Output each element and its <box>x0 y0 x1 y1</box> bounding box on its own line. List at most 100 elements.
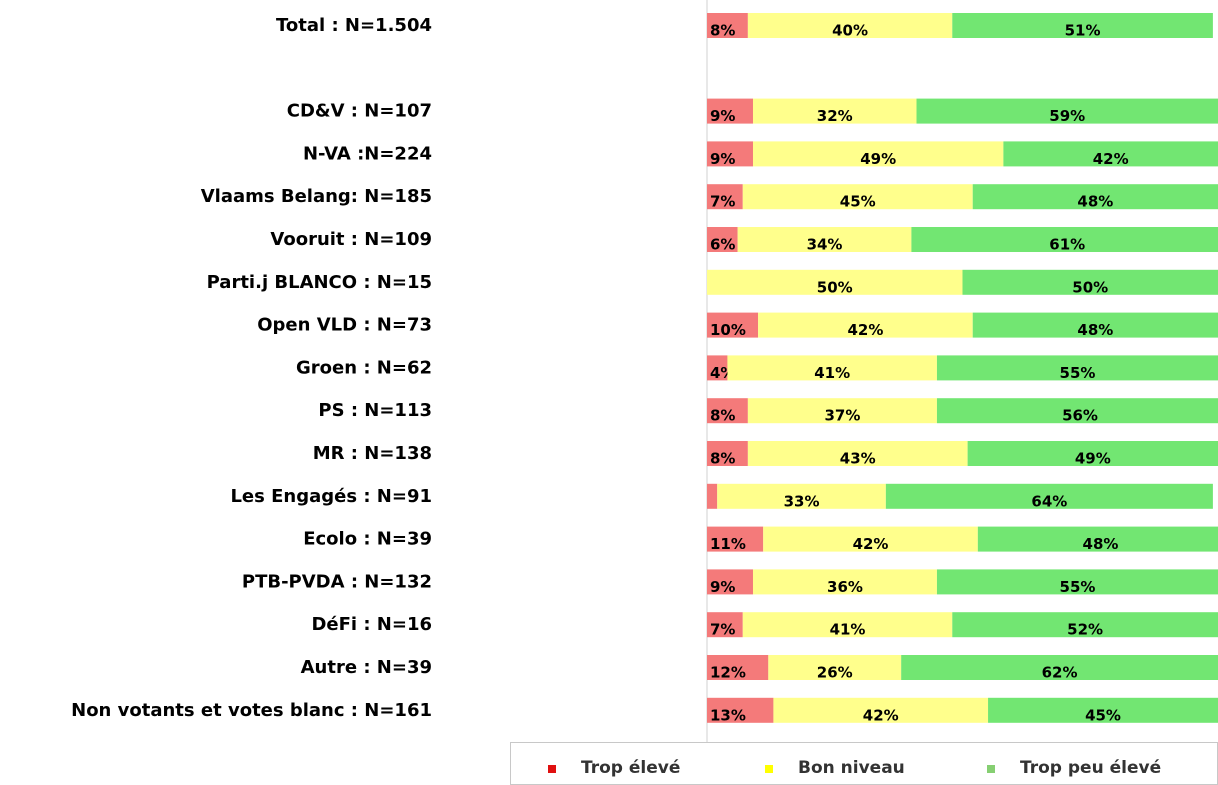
bar-segment <box>972 184 1218 210</box>
bar-segment <box>972 312 1218 338</box>
value-label: 12% <box>710 664 746 682</box>
category-label: Parti.j BLANCO : N=15 <box>207 272 432 293</box>
value-label: 48% <box>1083 535 1119 553</box>
bar-segment <box>901 655 1218 680</box>
value-label: 42% <box>847 321 883 339</box>
value-label: 11% <box>710 535 746 553</box>
bar-segment <box>952 612 1218 638</box>
value-label: 48% <box>1077 193 1113 211</box>
category-label: Groen : N=62 <box>296 357 432 378</box>
bar-segment <box>752 569 937 595</box>
bar-segment <box>885 483 1213 509</box>
bar-segment <box>747 13 953 38</box>
bar-segment <box>707 98 753 124</box>
value-label: 9% <box>710 150 735 168</box>
bar-segment <box>758 312 973 338</box>
bar-segment <box>707 141 753 167</box>
value-label: 51% <box>1065 22 1101 40</box>
bar-segment <box>747 398 937 424</box>
value-label: 36% <box>827 578 863 596</box>
bar-segment <box>707 398 748 424</box>
value-label: 45% <box>840 193 876 211</box>
bar-segment <box>707 655 769 680</box>
bar-segment <box>1003 141 1218 167</box>
category-label: Les Engagés : N=91 <box>230 486 432 507</box>
bar-segment <box>977 526 1218 552</box>
value-label: 61% <box>1049 236 1085 254</box>
value-label: 64% <box>1031 492 1067 510</box>
bar-segment <box>707 13 748 38</box>
value-label: 48% <box>1077 321 1113 339</box>
bar-segment <box>911 227 1218 252</box>
category-label: Ecolo : N=39 <box>303 529 432 550</box>
bar-segment <box>936 398 1218 424</box>
bar-segment <box>773 697 989 723</box>
category-label: DéFi : N=16 <box>311 614 432 635</box>
bar-segment <box>727 355 937 381</box>
value-label: 37% <box>824 407 860 425</box>
value-label: 8% <box>710 407 735 425</box>
bar-segment <box>717 483 886 509</box>
bar-segment <box>967 441 1218 466</box>
bar-segment <box>742 184 973 210</box>
value-label: 8% <box>710 450 735 468</box>
category-label: Vooruit : N=109 <box>270 229 432 250</box>
value-label: 8% <box>710 22 735 40</box>
bar-segment <box>707 483 718 509</box>
category-label: Open VLD : N=73 <box>257 315 432 336</box>
legend-swatch <box>548 765 556 773</box>
value-label: 42% <box>863 706 899 724</box>
category-label: Autre : N=39 <box>301 657 432 678</box>
bar-segment <box>707 612 743 638</box>
bar-segment <box>916 98 1218 124</box>
bar-segment <box>952 13 1213 38</box>
category-label: PS : N=113 <box>318 400 432 421</box>
legend-label: Trop peu élevé <box>1020 758 1161 778</box>
bar-segment <box>707 269 963 295</box>
value-label: 55% <box>1060 578 1096 596</box>
value-label: 13% <box>710 706 746 724</box>
bar-segment <box>707 184 743 210</box>
value-label: 50% <box>1072 278 1108 296</box>
value-label: 40% <box>832 22 868 40</box>
value-label: 42% <box>1093 150 1129 168</box>
value-label: 26% <box>817 664 853 682</box>
category-label: CD&V : N=107 <box>287 101 432 122</box>
value-label: 50% <box>817 278 853 296</box>
bar-segment <box>763 526 978 552</box>
bar-segment <box>707 227 738 252</box>
value-label: 7% <box>710 193 735 211</box>
value-label: 9% <box>710 107 735 125</box>
bar-segment <box>707 569 753 595</box>
value-label: 56% <box>1062 407 1098 425</box>
value-label: 41% <box>830 621 866 639</box>
bar-segment <box>707 312 759 338</box>
legend-label: Trop élevé <box>581 758 680 778</box>
value-label: 10% <box>710 321 746 339</box>
bar-segment <box>936 355 1218 381</box>
category-label: Total : N=1.504 <box>276 15 432 36</box>
value-label: 59% <box>1049 107 1085 125</box>
value-label: 9% <box>710 578 735 596</box>
value-label: 32% <box>817 107 853 125</box>
bar-segment <box>742 612 953 638</box>
legend-swatch <box>765 765 773 773</box>
legend-swatch <box>987 765 995 773</box>
bar-segment <box>707 441 748 466</box>
bar-segment <box>737 227 912 252</box>
bar-segment <box>752 98 917 124</box>
bar-segment <box>747 441 968 466</box>
category-label: Non votants et votes blanc : N=161 <box>71 700 432 721</box>
value-label: 45% <box>1085 706 1121 724</box>
bar-segment <box>752 141 1004 167</box>
category-label: MR : N=138 <box>313 443 432 464</box>
bar-segment <box>707 355 728 381</box>
value-label: 62% <box>1042 664 1078 682</box>
bar-segment <box>768 655 902 680</box>
value-label: 52% <box>1067 621 1103 639</box>
value-label: 33% <box>784 492 820 510</box>
value-label: 43% <box>840 450 876 468</box>
category-label: PTB-PVDA : N=132 <box>242 571 432 592</box>
legend-label: Bon niveau <box>798 758 905 778</box>
